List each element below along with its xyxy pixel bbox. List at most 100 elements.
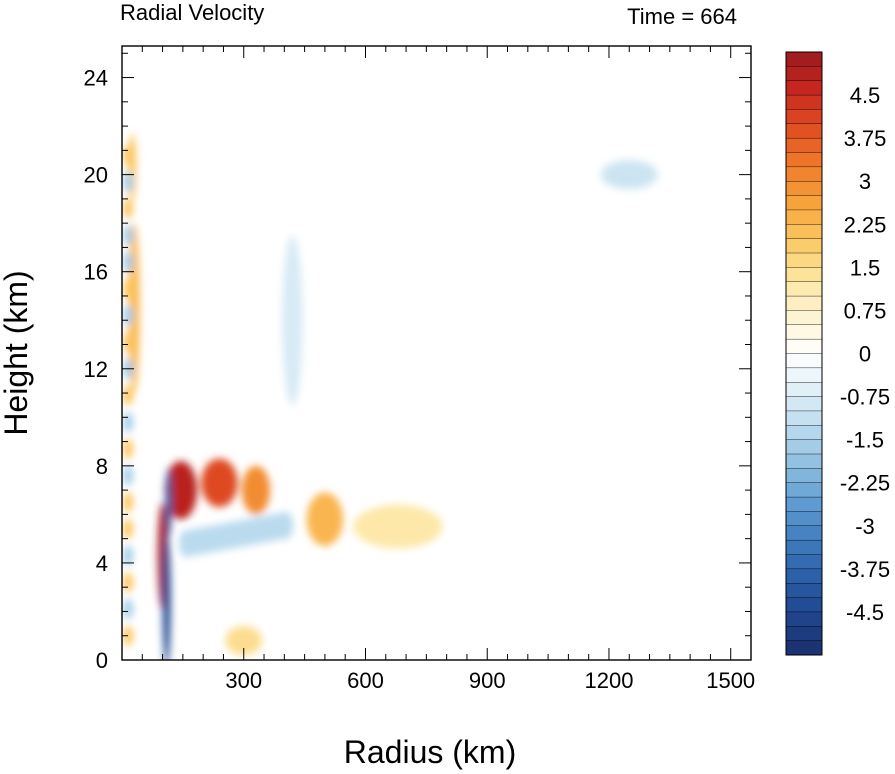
colorbar-label: -3 bbox=[855, 514, 875, 539]
y-tick-label: 0 bbox=[96, 648, 108, 673]
colorbar-swatch bbox=[785, 80, 823, 96]
field-feature bbox=[123, 492, 134, 513]
field-feature bbox=[241, 465, 271, 515]
colorbar-label: -3.75 bbox=[840, 557, 890, 582]
field-feature bbox=[162, 531, 171, 660]
y-tick-label: 16 bbox=[84, 260, 108, 285]
y-tick-label: 24 bbox=[84, 66, 108, 91]
colorbar-label: 4.5 bbox=[850, 83, 881, 108]
field-feature bbox=[123, 385, 134, 406]
field-feature bbox=[123, 572, 134, 593]
colorbar-label: 0.75 bbox=[844, 298, 887, 323]
velocity-field bbox=[123, 133, 658, 660]
colorbar-swatch bbox=[785, 611, 823, 627]
x-tick-label: 1200 bbox=[584, 668, 633, 693]
colorbar-label: -0.75 bbox=[840, 385, 890, 410]
colorbar-swatch bbox=[785, 539, 823, 556]
colorbar-swatch bbox=[785, 181, 823, 197]
colorbar-label: 3.75 bbox=[844, 126, 887, 151]
colorbar-swatch bbox=[785, 482, 823, 498]
colorbar-swatch bbox=[785, 511, 823, 527]
field-feature bbox=[123, 438, 134, 459]
x-axis-label: Radius (km) bbox=[344, 734, 516, 770]
colorbar-swatch bbox=[785, 583, 823, 599]
y-tick-label: 12 bbox=[84, 357, 108, 382]
field-feature bbox=[123, 465, 134, 486]
colorbar-swatch bbox=[785, 267, 823, 283]
colorbar-frame bbox=[785, 51, 823, 656]
colorbar-swatch bbox=[785, 468, 823, 484]
colorbar-label: -4.5 bbox=[846, 600, 884, 625]
colorbar-label: -1.5 bbox=[846, 428, 884, 453]
colorbar-swatch bbox=[785, 66, 823, 82]
colorbar-swatch bbox=[785, 568, 823, 584]
field-feature bbox=[282, 235, 303, 406]
colorbar-swatch bbox=[785, 238, 823, 254]
field-feature bbox=[306, 492, 344, 546]
y-tick-label: 4 bbox=[96, 551, 108, 576]
colorbar-swatch bbox=[785, 554, 823, 570]
colorbar-swatch bbox=[785, 353, 823, 369]
field-feature bbox=[123, 278, 134, 299]
field-feature bbox=[123, 145, 134, 166]
field-feature bbox=[123, 545, 134, 566]
colorbar-swatch bbox=[785, 123, 823, 139]
colorbar-swatch bbox=[785, 382, 823, 398]
colorbar-swatch bbox=[785, 338, 823, 354]
field-feature bbox=[123, 305, 134, 326]
field-feature bbox=[353, 504, 443, 549]
field-feature bbox=[277, 511, 294, 540]
field-feature bbox=[123, 251, 134, 272]
field-feature bbox=[123, 225, 134, 246]
colorbar-swatch bbox=[785, 224, 823, 240]
colorbar-swatch bbox=[785, 496, 823, 512]
colorbar-swatch bbox=[785, 281, 823, 297]
field-feature bbox=[225, 626, 263, 656]
colorbar-swatch bbox=[785, 396, 823, 412]
field-feature bbox=[123, 599, 134, 620]
x-tick-label: 900 bbox=[469, 668, 506, 693]
x-tick-label: 600 bbox=[347, 668, 384, 693]
colorbar-swatch bbox=[785, 166, 823, 182]
colorbar-swatch bbox=[785, 425, 823, 441]
colorbar-swatch bbox=[785, 640, 823, 656]
colorbar-swatch bbox=[785, 626, 823, 642]
colorbar-swatch bbox=[785, 195, 823, 211]
field-feature bbox=[123, 518, 134, 539]
colorbar-swatch bbox=[785, 439, 823, 455]
plot-frame bbox=[121, 45, 752, 661]
colorbar-swatch bbox=[785, 109, 823, 125]
chart-time-label: Time = 664 bbox=[627, 4, 737, 29]
colorbar-swatch bbox=[785, 310, 823, 326]
colorbar-swatch bbox=[785, 94, 823, 110]
field-feature bbox=[600, 160, 658, 190]
colorbar-swatch bbox=[785, 453, 823, 469]
colorbar-swatch bbox=[785, 51, 823, 67]
colorbar-swatch bbox=[785, 597, 823, 613]
colorbar-label: -2.25 bbox=[840, 471, 890, 496]
y-axis-label: Height (km) bbox=[0, 270, 34, 435]
axis-ticks: 300 600 900 1200 1500 0 4 8 12 16 20 24 bbox=[84, 46, 755, 693]
field-feature bbox=[123, 198, 134, 219]
field-feature bbox=[123, 171, 134, 192]
colorbar: 4.5 3.75 3 2.25 1.5 0.75 0 -0.75 -1.5 -2.25 -3 -3.7… bbox=[785, 51, 890, 656]
colorbar-swatch bbox=[785, 367, 823, 383]
field-feature bbox=[123, 332, 134, 353]
y-tick-label: 20 bbox=[84, 163, 108, 188]
field-feature bbox=[123, 625, 134, 646]
field-feature bbox=[123, 412, 134, 433]
colorbar-swatch bbox=[785, 209, 823, 225]
field-feature bbox=[165, 468, 172, 537]
colorbar-label: 2.25 bbox=[844, 212, 887, 237]
y-tick-label: 8 bbox=[96, 454, 108, 479]
colorbar-swatch bbox=[785, 252, 823, 268]
colorbar-swatch bbox=[785, 295, 823, 311]
field-feature bbox=[164, 460, 198, 520]
colorbar-swatch bbox=[785, 324, 823, 340]
field-feature bbox=[201, 458, 238, 508]
colorbar-swatch bbox=[785, 525, 823, 541]
plot-area bbox=[122, 46, 751, 660]
colorbar-swatch bbox=[785, 137, 823, 153]
x-tick-label: 1500 bbox=[706, 668, 755, 693]
